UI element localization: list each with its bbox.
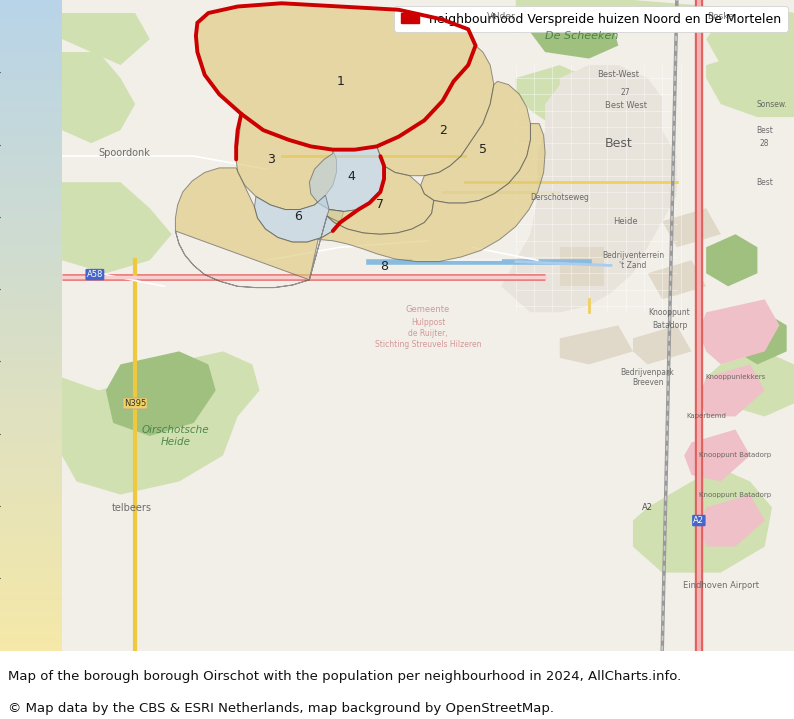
Text: Kaperbemd: Kaperbemd xyxy=(686,413,726,419)
Text: Knooppunt Batadorp: Knooppunt Batadorp xyxy=(700,492,772,498)
Polygon shape xyxy=(516,65,611,130)
Polygon shape xyxy=(106,352,216,436)
Polygon shape xyxy=(62,377,237,495)
Polygon shape xyxy=(560,247,603,286)
Polygon shape xyxy=(62,13,150,65)
Polygon shape xyxy=(699,365,765,416)
Polygon shape xyxy=(142,352,260,429)
Text: Sonsew.: Sonsew. xyxy=(757,100,788,109)
Text: De Scheeken: De Scheeken xyxy=(545,31,619,41)
Text: Heide: Heide xyxy=(613,216,638,226)
Text: Best: Best xyxy=(756,126,773,134)
Polygon shape xyxy=(706,52,794,117)
Polygon shape xyxy=(560,325,633,365)
Text: de Ruijter,: de Ruijter, xyxy=(408,329,448,338)
Text: Best: Best xyxy=(756,178,773,187)
Text: Spoordonk: Spoordonk xyxy=(98,148,150,158)
Polygon shape xyxy=(684,429,750,482)
Polygon shape xyxy=(633,325,692,365)
Text: Oirschotsche
Heide: Oirschotsche Heide xyxy=(141,425,209,446)
Polygon shape xyxy=(530,13,619,58)
Text: N395: N395 xyxy=(124,399,146,408)
Text: Map of the borough borough Oirschot with the population per neighbourhood in 202: Map of the borough borough Oirschot with… xyxy=(8,670,681,683)
Polygon shape xyxy=(421,81,530,203)
Polygon shape xyxy=(633,469,772,572)
Polygon shape xyxy=(706,6,794,65)
Polygon shape xyxy=(699,495,765,546)
Text: 7: 7 xyxy=(376,198,384,211)
Text: A58: A58 xyxy=(87,270,103,279)
Text: © Map data by the CBS & ESRI Netherlands, map background by OpenStreetMap.: © Map data by the CBS & ESRI Netherlands… xyxy=(8,702,554,715)
Text: Batadorp: Batadorp xyxy=(652,321,688,330)
Text: Knooppunt: Knooppunt xyxy=(649,308,691,317)
Text: 27: 27 xyxy=(621,88,630,97)
Polygon shape xyxy=(327,166,434,234)
Text: A2: A2 xyxy=(693,516,704,525)
Legend: neighbourhood Verspreide huizen Noord en De Mortelen: neighbourhood Verspreide huizen Noord en… xyxy=(395,6,788,32)
Text: Gemeente: Gemeente xyxy=(406,305,450,313)
Text: Best: Best xyxy=(604,137,632,150)
Text: Velder: Velder xyxy=(487,12,515,21)
Text: Stichting Streuvels Hilzeren: Stichting Streuvels Hilzeren xyxy=(375,339,481,349)
Text: Bedrijventerrein
't Zand: Bedrijventerrein 't Zand xyxy=(602,251,664,270)
Text: 1: 1 xyxy=(336,75,344,88)
Text: 5: 5 xyxy=(479,143,487,156)
Polygon shape xyxy=(735,312,787,365)
Polygon shape xyxy=(62,52,135,143)
Text: Knooppunlekkers: Knooppunlekkers xyxy=(705,375,765,380)
Text: Derschotseweg: Derschotseweg xyxy=(530,193,589,202)
Polygon shape xyxy=(236,114,337,209)
Text: 2: 2 xyxy=(438,124,446,137)
Text: Best-West: Best-West xyxy=(597,70,639,79)
Text: 28: 28 xyxy=(760,139,769,147)
Text: 6: 6 xyxy=(294,209,302,223)
Text: 8: 8 xyxy=(380,260,388,273)
Polygon shape xyxy=(376,45,494,175)
Text: Hulppost: Hulppost xyxy=(410,318,445,326)
Polygon shape xyxy=(175,124,545,288)
Polygon shape xyxy=(662,209,721,247)
Polygon shape xyxy=(501,65,676,312)
Polygon shape xyxy=(516,0,794,78)
Polygon shape xyxy=(254,196,344,242)
Polygon shape xyxy=(196,4,476,150)
Text: telbeers: telbeers xyxy=(111,503,152,513)
Text: 4: 4 xyxy=(347,170,355,183)
Text: Eindhoven Airport: Eindhoven Airport xyxy=(683,581,759,590)
Text: Knooppunt Batadorp: Knooppunt Batadorp xyxy=(700,452,772,459)
Text: Boska: Boska xyxy=(707,12,734,21)
Text: Best West: Best West xyxy=(604,101,646,110)
Text: A2: A2 xyxy=(642,503,653,512)
Polygon shape xyxy=(62,182,172,273)
Polygon shape xyxy=(706,234,757,286)
Text: 3: 3 xyxy=(267,153,275,166)
Polygon shape xyxy=(706,352,794,416)
Text: Bedrijvenpark
Breeven: Bedrijvenpark Breeven xyxy=(621,367,674,387)
Polygon shape xyxy=(648,260,706,299)
Polygon shape xyxy=(310,147,384,211)
Polygon shape xyxy=(699,299,780,365)
